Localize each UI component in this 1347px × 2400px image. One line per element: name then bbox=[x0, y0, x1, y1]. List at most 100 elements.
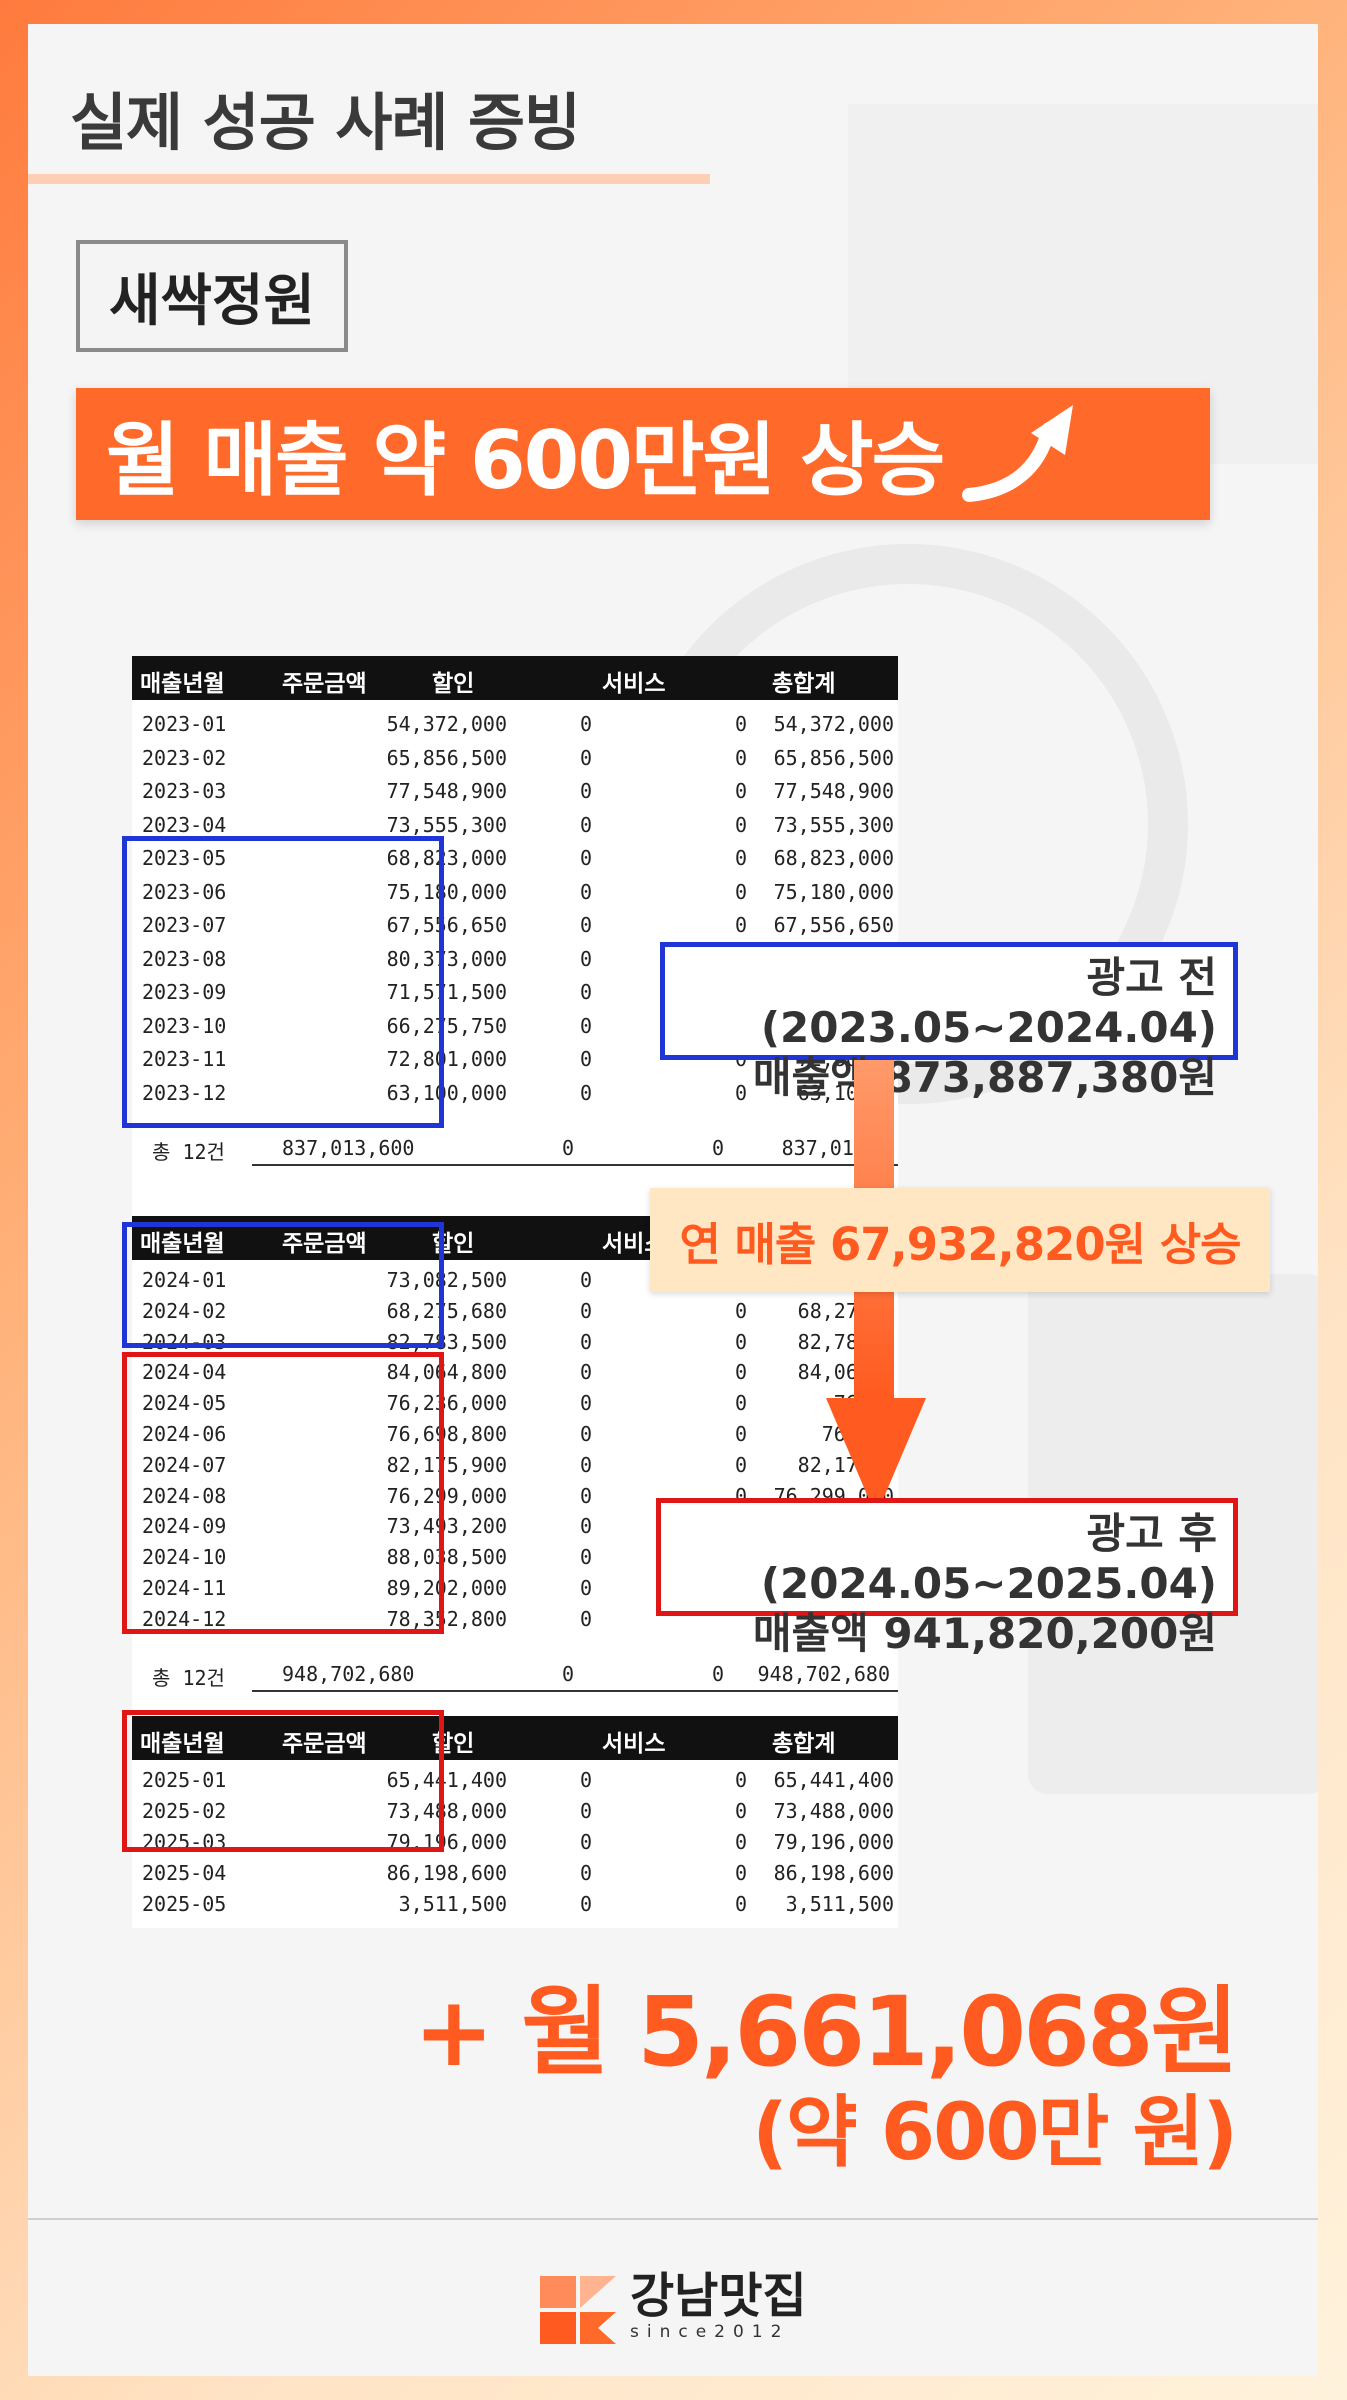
ledger-cell: 0 bbox=[579, 1799, 592, 1823]
ledger-cell: 0 bbox=[734, 812, 747, 837]
ledger-total-cell: 948,702,680 bbox=[757, 1662, 890, 1686]
before-period-box-2 bbox=[122, 1222, 444, 1348]
ledger-cell: 0 bbox=[579, 1606, 592, 1631]
ledger-total-cell: 0 bbox=[712, 1136, 725, 1160]
ledger-cell: 88,038,500 bbox=[386, 1545, 507, 1570]
ledger-cell: 2025-04 bbox=[142, 1861, 227, 1885]
ledger-cell: 2024-10 bbox=[142, 1545, 227, 1570]
ledger-cell: 0 bbox=[579, 1298, 592, 1323]
ledger-column-header: 주문금액 bbox=[282, 1231, 367, 1257]
ledger-cell: 0 bbox=[734, 1360, 747, 1385]
ledger-cell: 63,100,000 bbox=[386, 1080, 507, 1105]
ledger-cell: 78,352,800 bbox=[386, 1606, 507, 1631]
ledger-cell: 2023-10 bbox=[142, 1013, 227, 1038]
ledger-cell: 0 bbox=[734, 846, 747, 870]
ledger-row: 2025-01 65,441,400 0 0 65,441,400 bbox=[132, 1764, 898, 1797]
ledger-row: 2024-09 73,493,200 0 bbox=[132, 1510, 898, 1543]
ledger-cell: 3,511,500 bbox=[398, 1892, 507, 1916]
ledger-cell: 65,856,500 bbox=[773, 745, 894, 770]
ledger-cell: 0 bbox=[579, 1360, 592, 1385]
before-ad-callout: 광고 전(2023.05~2024.04) 매출액 873,887,380원 bbox=[660, 942, 1238, 1102]
ledger-cell: 2024-11 bbox=[142, 1576, 227, 1600]
ledger-cell: 79,196,000 bbox=[773, 1830, 894, 1854]
ledger-cell: 77,548,900 bbox=[386, 779, 507, 803]
ledger-total-row: 총 12건 948,702,680 0 0 948,702,680 bbox=[132, 1656, 898, 1692]
ledger-cell: 0 bbox=[734, 879, 747, 904]
ledger-cell: 76,698,800 bbox=[386, 1422, 507, 1446]
ledger-cell: 0 bbox=[579, 1892, 592, 1916]
ledger-cell: 66,275,750 bbox=[386, 1013, 507, 1038]
arrow-up-icon bbox=[962, 405, 1074, 502]
ledger-cell: 0 bbox=[734, 1799, 747, 1823]
ledger-cell: 2023-03 bbox=[142, 779, 227, 803]
ledger-cell: 82,783,500 bbox=[386, 1329, 507, 1354]
headline-banner: 월 매출 약 600만원 상승 bbox=[76, 388, 1210, 520]
ledger-cell: 68,275,680 bbox=[386, 1298, 507, 1323]
ledger-cell: 86,198,600 bbox=[773, 1861, 894, 1885]
ledger-row: 2023-02 65,856,500 0 0 65,856,500 bbox=[132, 742, 898, 775]
ledger-cell: 68,823,000 bbox=[773, 846, 894, 870]
ledger-total-cell: 총 12건 bbox=[152, 1666, 225, 1690]
ledger-cell: 80,373,000 bbox=[386, 946, 507, 971]
annual-increase-label: 연 매출 67,932,820원 상승 bbox=[650, 1188, 1270, 1292]
ledger-cell: 0 bbox=[734, 1329, 747, 1354]
ledger-cell: 2024-09 bbox=[142, 1514, 227, 1539]
ledger-cell: 2023-07 bbox=[142, 913, 227, 937]
ledger-cell: 0 bbox=[734, 1298, 747, 1323]
ledger-row: 2024-12 78,352,800 0 bbox=[132, 1603, 898, 1636]
ledger-cell: 73,555,300 bbox=[386, 812, 507, 837]
ledger-row: 2023-07 67,556,650 0 0 67,556,650 bbox=[132, 909, 898, 942]
ledger-cell: 0 bbox=[579, 1483, 592, 1508]
ledger-row: 2023-06 75,180,000 0 0 75,180,000 bbox=[132, 876, 898, 909]
ledger-cell: 0 bbox=[579, 745, 592, 770]
ledger-cell: 0 bbox=[734, 1830, 747, 1854]
ledger-cell: 0 bbox=[579, 1013, 592, 1038]
ledger-cell: 67,556,650 bbox=[386, 913, 507, 937]
ledger-column-header: 총합계 bbox=[772, 671, 836, 697]
ledger-cell: 0 bbox=[734, 1892, 747, 1916]
ledger-cell: 0 bbox=[579, 1576, 592, 1600]
ledger-cell: 65,441,400 bbox=[386, 1768, 507, 1792]
ledger-cell: 2024-08 bbox=[142, 1483, 227, 1508]
success-case-card: 실제 성공 사례 증빙 새싹정원 월 매출 약 600만원 상승 매출년월 주문금… bbox=[28, 24, 1318, 2376]
footer-divider bbox=[28, 2218, 1318, 2220]
ledger-cell: 0 bbox=[579, 1545, 592, 1570]
ledger-row: 2024-04 84,064,800 0 0 84,064,8 bbox=[132, 1356, 898, 1389]
ledger-total-cell: 총 12건 bbox=[152, 1140, 225, 1164]
ledger-cell: 0 bbox=[579, 846, 592, 870]
ledger-cell: 68,823,000 bbox=[386, 846, 507, 870]
ledger-total-cell: 0 bbox=[712, 1662, 725, 1686]
ledger-column-header: 서비스 bbox=[602, 1731, 666, 1757]
ledger-cell: 2023-06 bbox=[142, 879, 227, 904]
ledger-cell: 2024-12 bbox=[142, 1606, 227, 1631]
ledger-cell: 0 bbox=[579, 812, 592, 837]
ledger-cell: 0 bbox=[579, 1514, 592, 1539]
ledger-cell: 0 bbox=[734, 1422, 747, 1446]
ledger-cell: 0 bbox=[734, 1391, 747, 1416]
ledger-cell: 0 bbox=[579, 879, 592, 904]
ledger-row: 2023-05 68,823,000 0 0 68,823,000 bbox=[132, 842, 898, 875]
ledger-cell: 73,488,000 bbox=[386, 1799, 507, 1823]
monthly-increase: + 월 5,661,068원 bbox=[413, 1976, 1239, 2088]
ledger-column-header: 매출년월 bbox=[140, 1731, 225, 1757]
ledger-total-cell: 0 bbox=[562, 1136, 575, 1160]
ledger-cell: 2025-05 bbox=[142, 1892, 227, 1916]
ledger-cell: 75,180,000 bbox=[386, 879, 507, 904]
ledger-cell: 72,801,000 bbox=[386, 1047, 507, 1071]
ledger-cell: 2024-04 bbox=[142, 1360, 227, 1385]
ledger-cell: 0 bbox=[579, 712, 592, 736]
ledger-cell: 2023-02 bbox=[142, 745, 227, 770]
ledger-row: 2023-03 77,548,900 0 0 77,548,900 bbox=[132, 775, 898, 808]
ledger-cell: 0 bbox=[579, 1391, 592, 1416]
ledger-total-cell: 837,013,600 bbox=[282, 1136, 415, 1160]
ledger-cell: 0 bbox=[579, 913, 592, 937]
ledger-cell: 65,856,500 bbox=[386, 745, 507, 770]
ledger-cell: 0 bbox=[734, 913, 747, 937]
ledger-column-header: 매출년월 bbox=[140, 671, 225, 697]
ledger-cell: 77,548,900 bbox=[773, 779, 894, 803]
ledger-row: 2025-02 73,488,000 0 0 73,488,000 bbox=[132, 1795, 898, 1828]
after-period-box-2 bbox=[122, 1710, 444, 1852]
ledger-cell: 73,555,300 bbox=[773, 812, 894, 837]
